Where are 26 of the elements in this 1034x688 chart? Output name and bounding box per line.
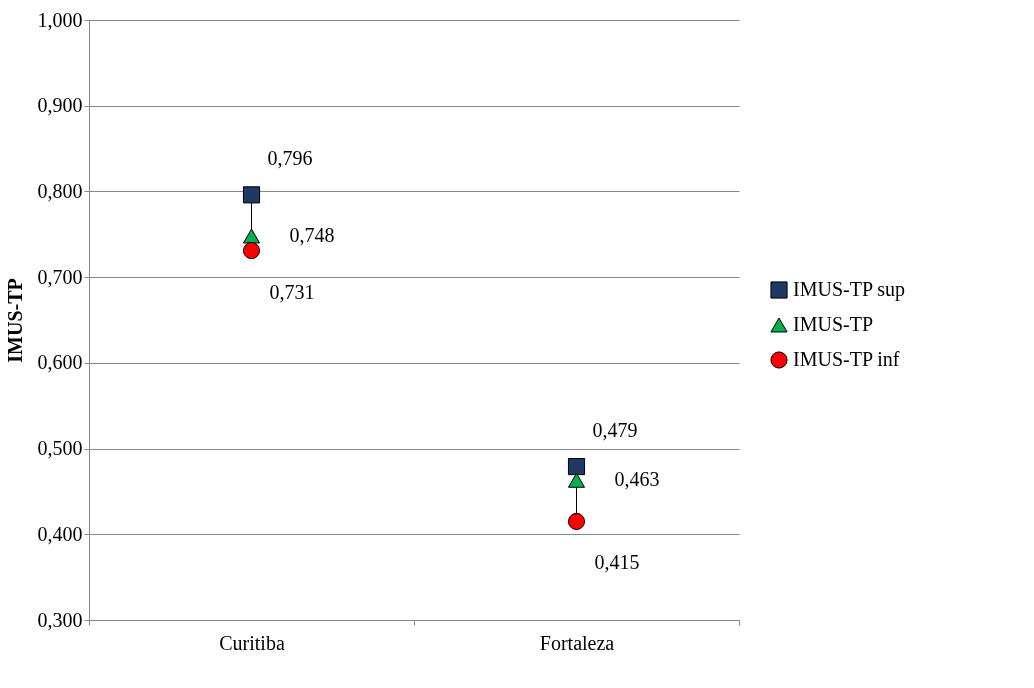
point bbox=[242, 242, 261, 260]
y-tick-label: 1,000 bbox=[37, 8, 83, 31]
data-label: 0,796 bbox=[267, 146, 313, 169]
y-tick-label: 0,400 bbox=[37, 522, 83, 545]
data-label: 0,415 bbox=[594, 551, 640, 574]
y-axis-title: IMUS-TP bbox=[3, 278, 26, 363]
x-tick-label: Fortaleza bbox=[539, 631, 615, 654]
point bbox=[567, 458, 586, 476]
legend-label: IMUS-TP bbox=[793, 313, 874, 335]
point bbox=[242, 228, 261, 244]
point bbox=[567, 472, 586, 488]
legend-label: IMUS-TP sup bbox=[793, 278, 906, 301]
y-tick-label: 0,500 bbox=[37, 437, 83, 460]
data-label: 0,463 bbox=[614, 468, 660, 491]
point bbox=[567, 512, 586, 530]
point bbox=[242, 186, 261, 204]
data-label: 0,731 bbox=[269, 280, 315, 303]
y-tick-label: 0,900 bbox=[37, 94, 83, 117]
y-tick-label: 0,300 bbox=[37, 608, 83, 631]
y-tick-label: 0,600 bbox=[37, 351, 83, 374]
legend-label: IMUS-TP inf bbox=[793, 348, 900, 370]
data-label: 0,748 bbox=[289, 224, 335, 246]
y-tick-label: 0,700 bbox=[37, 265, 83, 288]
data-label: 0,479 bbox=[592, 418, 638, 441]
x-tick-label: Curitiba bbox=[219, 631, 285, 654]
y-tick-label: 0,800 bbox=[37, 179, 83, 202]
